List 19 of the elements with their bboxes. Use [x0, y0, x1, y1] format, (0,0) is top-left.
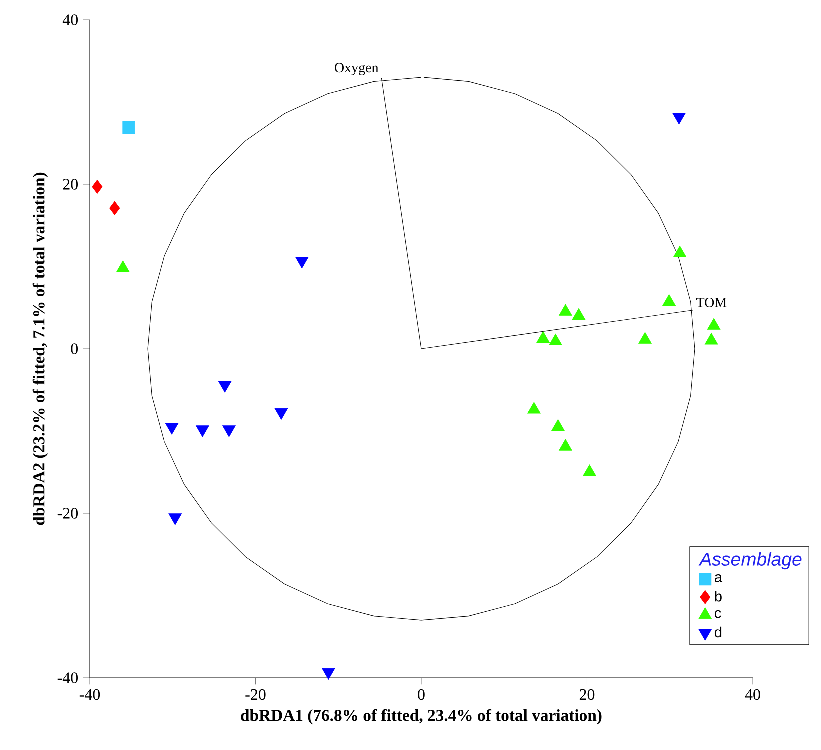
legend-label: c	[714, 610, 722, 618]
x-tick-label: 0	[418, 689, 425, 700]
y-tick-label: 40	[62, 14, 78, 26]
y-tick-label: -40	[58, 672, 78, 684]
x-tick-label: 20	[580, 689, 595, 700]
y-tick-label: 20	[63, 179, 78, 190]
x-axis-title: dbRDA1 (76.8% of fitted, 23.4% of total variation)	[241, 709, 602, 725]
series-label: Oxygen	[335, 63, 379, 76]
x-tick-label: -40	[80, 689, 100, 700]
y-tick-label: -20	[58, 508, 78, 519]
y-axis-title: dbRDA2 (23.2% of fitted, 7.1% of total variation)	[32, 172, 48, 526]
series-label: TOM	[696, 298, 727, 308]
x-tick-label: -20	[246, 689, 266, 700]
legend-title: Assemblage	[698, 552, 802, 570]
y-tick-label: 0	[71, 344, 78, 354]
x-tick-label: 40	[745, 689, 760, 700]
legend-label: d	[714, 626, 722, 638]
legend-label: a	[714, 574, 723, 582]
legend-label: b	[715, 591, 722, 602]
